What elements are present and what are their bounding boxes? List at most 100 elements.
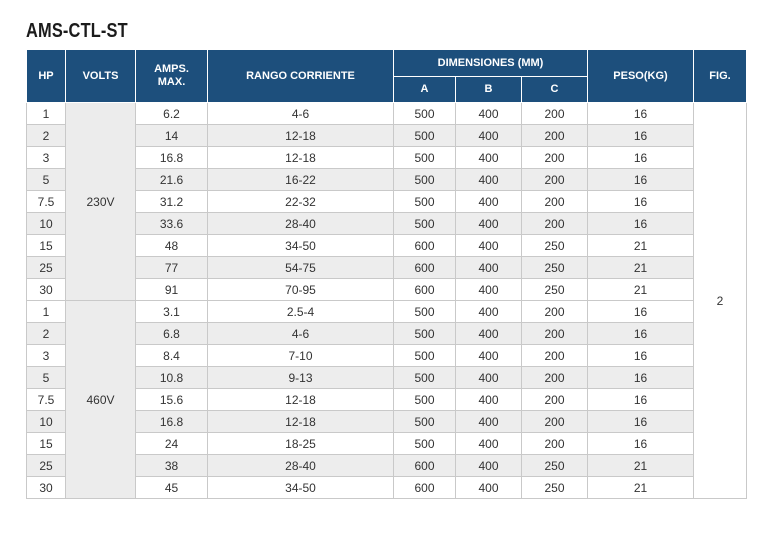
cell-dim-a: 500 [393,300,456,323]
cell-dim-b: 400 [455,366,522,389]
cell-amps: 45 [135,476,208,499]
cell-amps: 77 [135,256,208,279]
cell-dim-b: 400 [455,300,522,323]
cell-peso: 16 [587,146,694,169]
cell-amps: 21.6 [135,168,208,191]
cell-peso: 16 [587,322,694,345]
cell-dim-b: 400 [455,234,522,257]
cell-dim-b: 400 [455,344,522,367]
cell-rango: 4-6 [207,322,394,345]
cell-dim-a: 500 [393,190,456,213]
cell-dim-c: 250 [521,454,588,477]
cell-dim-a: 500 [393,124,456,147]
cell-rango: 54-75 [207,256,394,279]
cell-dim-c: 200 [521,366,588,389]
cell-rango: 16-22 [207,168,394,191]
cell-peso: 16 [587,366,694,389]
cell-peso: 16 [587,300,694,323]
cell-dim-b: 400 [455,322,522,345]
cell-dim-b: 400 [455,124,522,147]
table-row: 25 77 54-75 600 400 250 21 [26,256,747,279]
table-row: 15 24 18-25 500 400 200 16 [26,432,747,455]
cell-dim-c: 200 [521,212,588,235]
cell-dim-b: 400 [455,168,522,191]
page-title: AMS-CTL-ST [26,20,128,42]
cell-amps: 33.6 [135,212,208,235]
cell-rango: 18-25 [207,432,394,455]
cell-dim-b: 400 [455,212,522,235]
cell-dim-c: 200 [521,432,588,455]
cell-amps: 15.6 [135,388,208,411]
cell-rango: 12-18 [207,146,394,169]
cell-hp: 1 [26,102,66,125]
cell-rango: 7-10 [207,344,394,367]
table-body: 1 230V 6.2 4-6 500 400 200 16 2 2 14 12-18 500 400 200… [26,102,747,499]
cell-dim-b: 400 [455,146,522,169]
spec-table: HP VOLTS AMPS. MAX. RANGO CORRIENTE DIMEN… [26,49,747,499]
cell-rango: 34-50 [207,476,394,499]
cell-hp: 15 [26,234,66,257]
cell-hp: 2 [26,322,66,345]
cell-dim-c: 200 [521,344,588,367]
cell-peso: 16 [587,102,694,125]
header-fig: FIG. [693,49,747,103]
cell-dim-c: 200 [521,410,588,433]
cell-hp: 30 [26,476,66,499]
header-dimensiones: DIMENSIONES (MM) [393,49,588,77]
cell-amps: 16.8 [135,146,208,169]
cell-peso: 21 [587,278,694,301]
header-rango-corriente: RANGO CORRIENTE [207,49,394,103]
cell-hp: 7.5 [26,388,66,411]
cell-dim-c: 200 [521,322,588,345]
cell-amps: 14 [135,124,208,147]
table-row: 30 45 34-50 600 400 250 21 [26,476,747,499]
cell-rango: 70-95 [207,278,394,301]
cell-dim-c: 250 [521,256,588,279]
cell-volts: 230V [65,102,136,301]
cell-dim-b: 400 [455,190,522,213]
cell-dim-b: 400 [455,454,522,477]
cell-hp: 30 [26,278,66,301]
cell-rango: 4-6 [207,102,394,125]
cell-dim-c: 200 [521,388,588,411]
cell-dim-a: 600 [393,234,456,257]
cell-dim-c: 200 [521,168,588,191]
cell-dim-c: 200 [521,102,588,125]
table-row: 30 91 70-95 600 400 250 21 [26,278,747,301]
cell-hp: 1 [26,300,66,323]
table-row: 1 460V 3.1 2.5-4 500 400 200 16 [26,300,747,499]
cell-peso: 16 [587,190,694,213]
cell-dim-a: 500 [393,344,456,367]
header-volts: VOLTS [65,49,136,103]
cell-dim-c: 200 [521,124,588,147]
cell-dim-b: 400 [455,102,522,125]
cell-dim-b: 400 [455,432,522,455]
cell-amps: 10.8 [135,366,208,389]
table-row: 5 21.6 16-22 500 400 200 16 [26,168,747,191]
cell-peso: 16 [587,168,694,191]
cell-dim-c: 200 [521,300,588,323]
cell-amps: 6.2 [135,102,208,125]
cell-fig: 2 [693,102,747,499]
table-row: 1 230V 6.2 4-6 500 400 200 16 2 [26,102,747,499]
cell-hp: 10 [26,410,66,433]
cell-dim-a: 600 [393,476,456,499]
cell-dim-a: 500 [393,432,456,455]
cell-peso: 21 [587,234,694,257]
cell-hp: 10 [26,212,66,235]
cell-amps: 31.2 [135,190,208,213]
cell-hp: 2 [26,124,66,147]
cell-dim-b: 400 [455,256,522,279]
header-amps-line1: AMPS. [154,63,189,75]
header-dim-a: A [393,76,456,103]
table-row: 25 38 28-40 600 400 250 21 [26,454,747,477]
header-amps-max: AMPS. MAX. [135,49,208,103]
cell-dim-b: 400 [455,476,522,499]
cell-dim-b: 400 [455,388,522,411]
header-amps-line2: MAX. [157,76,186,88]
cell-rango: 22-32 [207,190,394,213]
cell-dim-b: 400 [455,278,522,301]
cell-dim-c: 250 [521,476,588,499]
cell-dim-a: 600 [393,278,456,301]
cell-dim-a: 500 [393,388,456,411]
